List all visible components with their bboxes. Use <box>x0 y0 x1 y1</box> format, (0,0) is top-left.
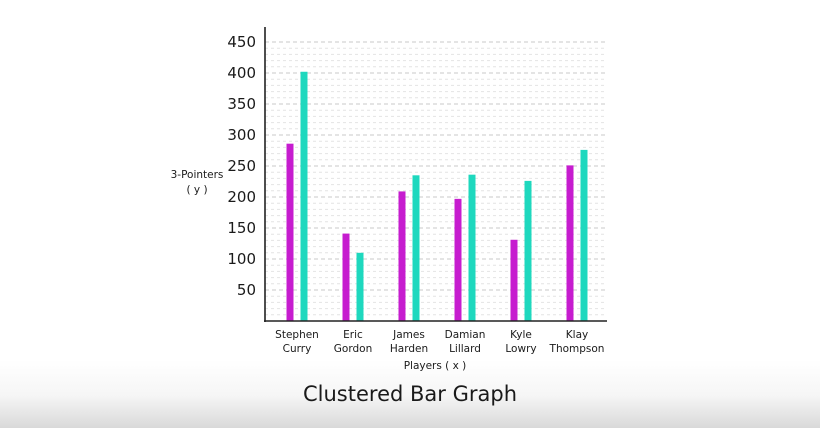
x-axis-title: Players ( x ) <box>404 360 467 372</box>
y-tick-label: 50 <box>237 281 256 299</box>
y-axis-title-line1: 3-Pointers <box>171 169 224 181</box>
bar-series2-0 <box>300 71 308 321</box>
chart-caption: Clustered Bar Graph <box>303 382 517 406</box>
x-category-label: Thompson <box>549 343 605 355</box>
bar-series1-4 <box>510 239 518 321</box>
y-tick-labels: 50 100 150 200 250 300 350 400 450 <box>227 33 256 299</box>
x-category-label: Gordon <box>334 343 372 355</box>
y-axis-title-line2: ( y ) <box>186 184 207 196</box>
bar-series2-2 <box>412 175 420 321</box>
y-tick-label: 300 <box>227 126 256 144</box>
x-category-label: Curry <box>283 343 312 355</box>
x-category-label: Damian <box>445 329 486 341</box>
y-tick-label: 400 <box>227 64 256 82</box>
x-category-label: Stephen <box>275 329 319 341</box>
y-tick-label: 100 <box>227 250 256 268</box>
bar-series1-1 <box>342 233 350 321</box>
bar-series2-1 <box>356 252 364 321</box>
x-category-label: Kyle <box>510 329 532 341</box>
x-category-labels: Stephen Curry Eric Gordon James Harden Damian L… <box>275 329 604 355</box>
x-category-label: Harden <box>390 343 428 355</box>
bar-series2-3 <box>468 174 476 321</box>
x-category-label: Eric <box>343 329 363 341</box>
y-tick-label: 350 <box>227 95 256 113</box>
y-tick-label: 450 <box>227 33 256 51</box>
bar-series1-0 <box>286 143 294 321</box>
bars <box>286 71 588 321</box>
x-category-label: Lowry <box>505 343 536 355</box>
y-tick-label: 200 <box>227 188 256 206</box>
x-category-label: Klay <box>566 329 588 341</box>
x-category-label: James <box>392 329 425 341</box>
y-tick-label: 250 <box>227 157 256 175</box>
grid-lines <box>265 41 607 316</box>
bar-series1-2 <box>398 191 406 321</box>
bar-series2-4 <box>524 180 532 321</box>
bar-series1-3 <box>454 198 462 321</box>
bar-series1-5 <box>566 165 574 321</box>
bar-series2-5 <box>580 149 588 321</box>
y-tick-label: 150 <box>227 219 256 237</box>
x-category-label: Lillard <box>449 343 481 355</box>
